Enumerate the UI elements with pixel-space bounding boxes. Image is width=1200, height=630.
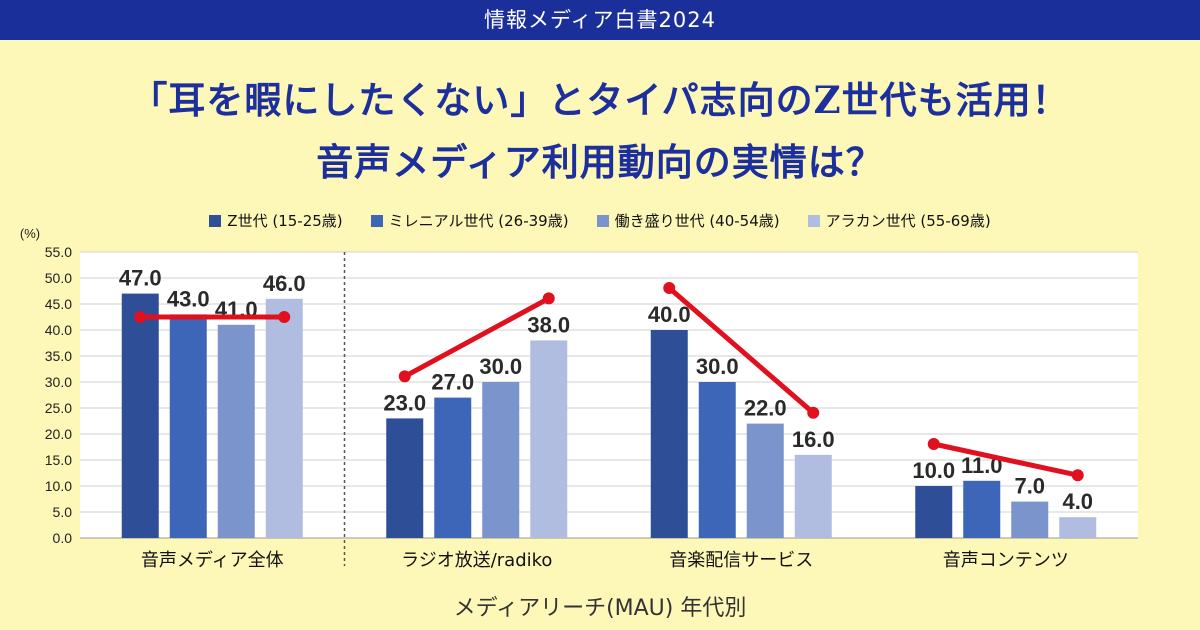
- trend-point: [398, 370, 411, 383]
- bar: [1059, 517, 1097, 538]
- legend-label: ミレニアル世代 (26-39歳): [388, 212, 569, 230]
- data-label: 38.0: [527, 312, 570, 337]
- data-label: 23.0: [383, 390, 426, 415]
- trend-point: [807, 406, 820, 419]
- trend-point: [134, 311, 147, 323]
- y-tick-label: 45.0: [45, 296, 72, 312]
- legend-label: Z世代 (15-25歳): [227, 212, 343, 230]
- y-tick-label: 10.0: [45, 478, 72, 494]
- legend-swatch: [596, 214, 609, 227]
- data-label: 30.0: [479, 354, 522, 379]
- legend-item-gen-z: Z世代 (15-25歳): [209, 210, 343, 231]
- legend-label: アラカン世代 (55-69歳): [825, 212, 991, 230]
- data-label: 40.0: [648, 302, 691, 327]
- x-tick-label: 音声メディア全体: [141, 550, 284, 571]
- trend-point: [278, 311, 291, 323]
- bar: [698, 382, 736, 538]
- data-label: 16.0: [792, 427, 835, 452]
- legend-swatch: [370, 214, 383, 227]
- data-label: 30.0: [696, 354, 739, 379]
- data-label: 46.0: [263, 271, 306, 296]
- y-tick-label: 20.0: [45, 426, 72, 442]
- data-label: 43.0: [167, 286, 210, 311]
- y-tick-label: 25.0: [45, 400, 72, 416]
- data-label: 7.0: [1014, 474, 1045, 499]
- plot-area: [80, 252, 1138, 538]
- y-tick-label: 35.0: [45, 348, 72, 364]
- data-label: 22.0: [744, 396, 787, 421]
- legend-item-working: 働き盛り世代 (40-54歳): [596, 210, 780, 231]
- legend-item-arakan: アラカン世代 (55-69歳): [807, 210, 991, 231]
- headline-line-2: 音声メディア利用動向の実情は？: [316, 140, 884, 184]
- publication-banner: 情報メディア白書2024: [0, 0, 1200, 40]
- y-tick-label: 15.0: [45, 452, 72, 468]
- bar: [915, 486, 953, 538]
- y-tick-label: 40.0: [45, 322, 72, 338]
- data-label: 47.0: [119, 266, 162, 291]
- legend-item-millennial: ミレニアル世代 (26-39歳): [370, 210, 569, 231]
- trend-line: [931, 441, 1081, 478]
- bar: [434, 397, 472, 538]
- bar: [530, 340, 568, 538]
- bar: [386, 418, 424, 538]
- bar: [1011, 501, 1049, 538]
- chart-legend: Z世代 (15-25歳) ミレニアル世代 (26-39歳) 働き盛り世代 (40…: [0, 210, 1200, 231]
- bar: [650, 330, 688, 538]
- bar: [482, 382, 520, 538]
- data-label: 10.0: [912, 458, 955, 483]
- x-tick-label: 音楽配信サービス: [669, 550, 813, 571]
- bar: [794, 454, 832, 538]
- bar: [169, 314, 207, 538]
- y-tick-label: 30.0: [45, 374, 72, 390]
- legend-swatch: [209, 214, 222, 227]
- x-tick-label: ラジオ放送/radiko: [401, 550, 552, 571]
- data-label: 4.0: [1062, 489, 1093, 514]
- data-label: 27.0: [431, 370, 474, 395]
- bar: [963, 480, 1001, 538]
- trend-point: [542, 292, 555, 305]
- x-tick-label: 音声コンテンツ: [943, 550, 1069, 571]
- x-axis-title: メディアリーチ(MAU) 年代別: [453, 596, 747, 621]
- y-tick-label: 0.0: [53, 530, 73, 546]
- legend-label: 働き盛り世代 (40-54歳): [614, 212, 780, 230]
- bar: [121, 293, 159, 538]
- trend-point: [663, 282, 676, 294]
- headline-line-1: 「耳を暇にしたくない」とタイパ志向のZ世代も活用！: [130, 78, 1070, 122]
- bar: [265, 298, 303, 538]
- trend-point: [927, 438, 940, 450]
- trend-line: [666, 285, 816, 416]
- legend-swatch: [807, 214, 820, 227]
- bar: [746, 423, 784, 538]
- y-axis-unit: (%): [20, 226, 40, 241]
- trend-point: [1071, 469, 1084, 482]
- y-tick-label: 5.0: [53, 504, 73, 520]
- trend-line: [402, 295, 552, 379]
- y-tick-label: 55.0: [45, 244, 72, 260]
- bar: [217, 324, 255, 538]
- y-tick-label: 50.0: [45, 270, 72, 286]
